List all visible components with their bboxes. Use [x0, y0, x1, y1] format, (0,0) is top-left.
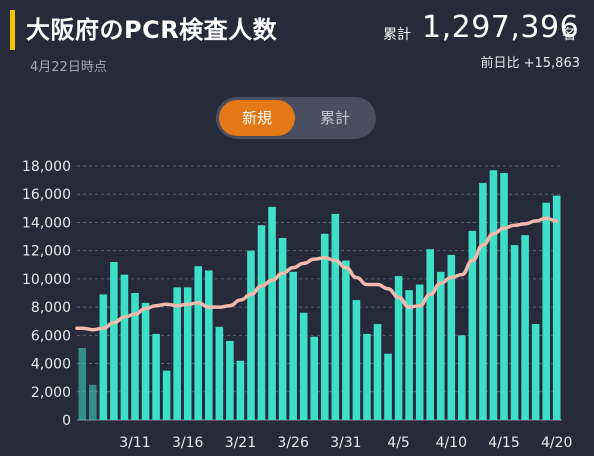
bar	[152, 333, 160, 420]
bar	[331, 213, 340, 420]
bar	[215, 326, 224, 420]
x-tick-label: 4/20	[541, 435, 572, 451]
y-tick-label: 0	[62, 413, 71, 429]
cumulative-label: 累計	[383, 27, 411, 43]
bar	[226, 340, 234, 420]
bar	[310, 336, 319, 420]
bar	[510, 245, 519, 420]
cumulative-unit: 名	[562, 27, 576, 43]
title-accent-bar	[10, 10, 15, 50]
day-over-day-diff: 前日比 +15,863	[480, 56, 580, 71]
toggle-new-button[interactable]: 新規	[219, 100, 295, 136]
bar	[342, 260, 350, 420]
bar	[468, 230, 477, 420]
x-tick-label: 3/11	[119, 435, 150, 451]
as-of-date: 4月22日時点	[30, 60, 107, 75]
bar	[436, 271, 445, 420]
bar	[521, 235, 529, 420]
toggle-total-button[interactable]: 累計	[319, 109, 350, 127]
view-toggle: 新規 累計	[216, 97, 376, 139]
bar	[320, 233, 329, 420]
bar	[257, 225, 266, 420]
y-tick-label: 4,000	[31, 357, 71, 373]
bar	[352, 300, 361, 420]
bar	[99, 294, 108, 420]
bar	[194, 266, 203, 420]
bar	[479, 182, 487, 420]
bar	[426, 249, 435, 420]
bar	[458, 335, 466, 420]
bar	[289, 271, 297, 420]
bar	[120, 274, 129, 420]
x-tick-label: 3/26	[277, 435, 309, 451]
bar	[394, 276, 403, 420]
bar	[384, 353, 392, 420]
bar	[247, 250, 255, 420]
bar	[110, 261, 118, 420]
y-tick-label: 8,000	[31, 300, 71, 316]
bar	[405, 290, 413, 420]
bar	[236, 360, 245, 420]
x-tick-label: 3/31	[330, 435, 361, 451]
bar	[415, 284, 424, 420]
pcr-bar-chart: 0 2,000 4,000 6,000 8,000 10,000 12,000 14,000 1…	[22, 159, 572, 451]
y-tick-label: 14,000	[22, 215, 71, 231]
bar	[183, 287, 192, 420]
page-title: 大阪府のPCR検査人数	[26, 16, 278, 44]
x-tick-label: 4/15	[488, 435, 519, 451]
y-tick-label: 16,000	[22, 187, 71, 203]
moving-average-line	[75, 216, 559, 332]
bar	[363, 333, 371, 420]
bar	[500, 173, 508, 420]
x-tick-label: 3/21	[225, 435, 256, 451]
x-tick-label: 3/16	[172, 435, 204, 451]
y-tick-label: 18,000	[22, 159, 71, 175]
bar	[162, 370, 171, 420]
y-tick-label: 6,000	[31, 328, 71, 344]
cumulative-value: 1,297,396	[422, 10, 580, 45]
bar	[531, 324, 540, 420]
x-tick-label: 4/5	[387, 435, 410, 451]
x-tick-label: 4/10	[436, 435, 467, 451]
bar	[141, 302, 150, 420]
bar	[278, 237, 287, 420]
bar	[89, 384, 97, 420]
bar	[489, 170, 498, 420]
bar	[204, 270, 213, 420]
y-tick-label: 10,000	[22, 272, 71, 288]
bar	[268, 206, 276, 420]
bar	[447, 254, 456, 420]
y-tick-label: 12,000	[22, 244, 71, 260]
bar	[299, 312, 308, 420]
bar	[552, 195, 561, 420]
bar	[373, 324, 382, 420]
bar	[78, 348, 87, 420]
y-tick-label: 2,000	[31, 385, 71, 401]
bar	[131, 293, 139, 420]
bar	[173, 287, 181, 420]
bar	[542, 202, 550, 420]
